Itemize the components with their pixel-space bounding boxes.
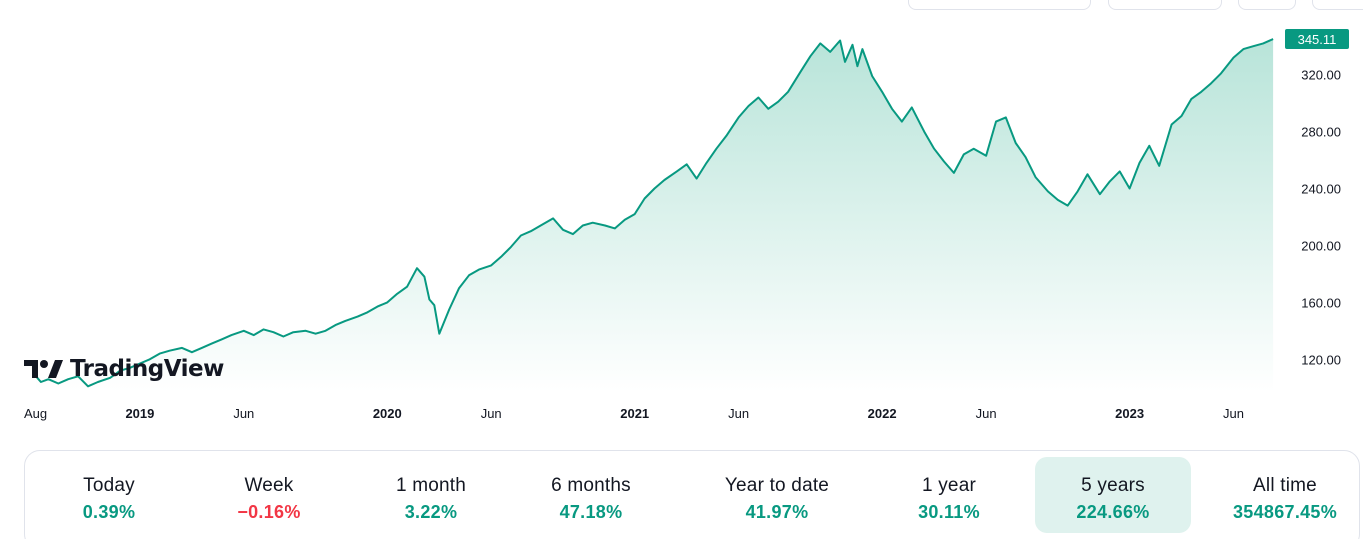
tradingview-logo-icon	[24, 360, 63, 378]
perf-value: 0.39%	[82, 502, 136, 522]
perf-tab-1-month[interactable]: 1 month 3.22%	[353, 457, 509, 533]
x-axis: Aug 2019 Jun 2020 Jun 2021 Jun 2022 Jun 2023 Jun	[24, 406, 1244, 421]
y-tick-label: 120.00	[1301, 352, 1341, 367]
x-tick-label: Jun	[728, 406, 749, 421]
x-tick-label: Jun	[481, 406, 502, 421]
top-controls	[0, 0, 1363, 12]
x-tick-label: 2022	[868, 406, 897, 421]
perf-tab-all-time[interactable]: All time 354867.45%	[1205, 457, 1363, 533]
perf-value: 224.66%	[1076, 502, 1150, 522]
perf-label: 5 years	[1081, 475, 1145, 496]
y-tick-label: 200.00	[1301, 238, 1341, 253]
last-price-tag-label: 345.11	[1298, 32, 1337, 47]
x-tick-label: Jun	[1223, 406, 1244, 421]
perf-label: Year to date	[724, 475, 830, 496]
perf-label: 6 months	[551, 475, 631, 496]
area-layer	[36, 39, 1274, 392]
perf-label: 1 year	[921, 475, 976, 496]
x-tick-label: 2023	[1115, 406, 1144, 421]
perf-tab-1-year[interactable]: 1 year 30.11%	[871, 457, 1027, 533]
x-tick-label: Aug	[24, 406, 47, 421]
x-tick-label: 2019	[125, 406, 154, 421]
y-axis: 120.00 160.00 200.00 240.00 280.00 320.00	[1301, 68, 1341, 368]
logo-text: TradingView	[70, 356, 224, 382]
price-line	[35, 38, 1274, 388]
price-chart[interactable]: 120.00 160.00 200.00 240.00 280.00 320.00 Aug…	[0, 0, 1363, 430]
perf-value: 30.11%	[918, 502, 980, 522]
settings-button[interactable]	[1312, 0, 1363, 10]
price-area	[36, 39, 1274, 392]
last-price-tag: 345.11	[1285, 29, 1349, 49]
perf-value: 3.22%	[404, 502, 458, 522]
perf-tab-today[interactable]: Today 0.39%	[31, 457, 187, 533]
y-tick-label: 320.00	[1301, 68, 1341, 83]
perf-label: All time	[1253, 475, 1317, 496]
x-tick-label: 2020	[373, 406, 402, 421]
x-tick-label: Jun	[976, 406, 997, 421]
last-price-tag-bg	[1285, 29, 1349, 49]
perf-label: Today	[83, 475, 135, 496]
y-tick-label: 240.00	[1301, 182, 1341, 197]
perf-label: 1 month	[395, 475, 467, 496]
perf-tab-week[interactable]: Week −0.16%	[191, 457, 347, 533]
perf-tab-5-years[interactable]: 5 years 224.66%	[1035, 457, 1191, 533]
perf-value: −0.16%	[237, 502, 301, 522]
x-tick-label: 2021	[620, 406, 649, 421]
perf-value: 41.97%	[745, 502, 809, 522]
perf-value: 47.18%	[559, 502, 623, 522]
y-tick-label: 280.00	[1301, 125, 1341, 140]
perf-tab-year-to-date[interactable]: Year to date 41.97%	[675, 457, 879, 533]
perf-tab-6-months[interactable]: 6 months 47.18%	[513, 457, 669, 533]
perf-label: Week	[244, 475, 294, 496]
x-tick-label: Jun	[233, 406, 254, 421]
performance-bar: Today 0.39% Week −0.16% 1 month 3.22% 6 months…	[24, 450, 1360, 539]
line-layer	[35, 38, 1274, 388]
perf-value: 354867.45%	[1232, 502, 1338, 522]
tradingview-logo[interactable]: TradingView	[24, 355, 224, 383]
y-tick-label: 160.00	[1301, 295, 1341, 310]
